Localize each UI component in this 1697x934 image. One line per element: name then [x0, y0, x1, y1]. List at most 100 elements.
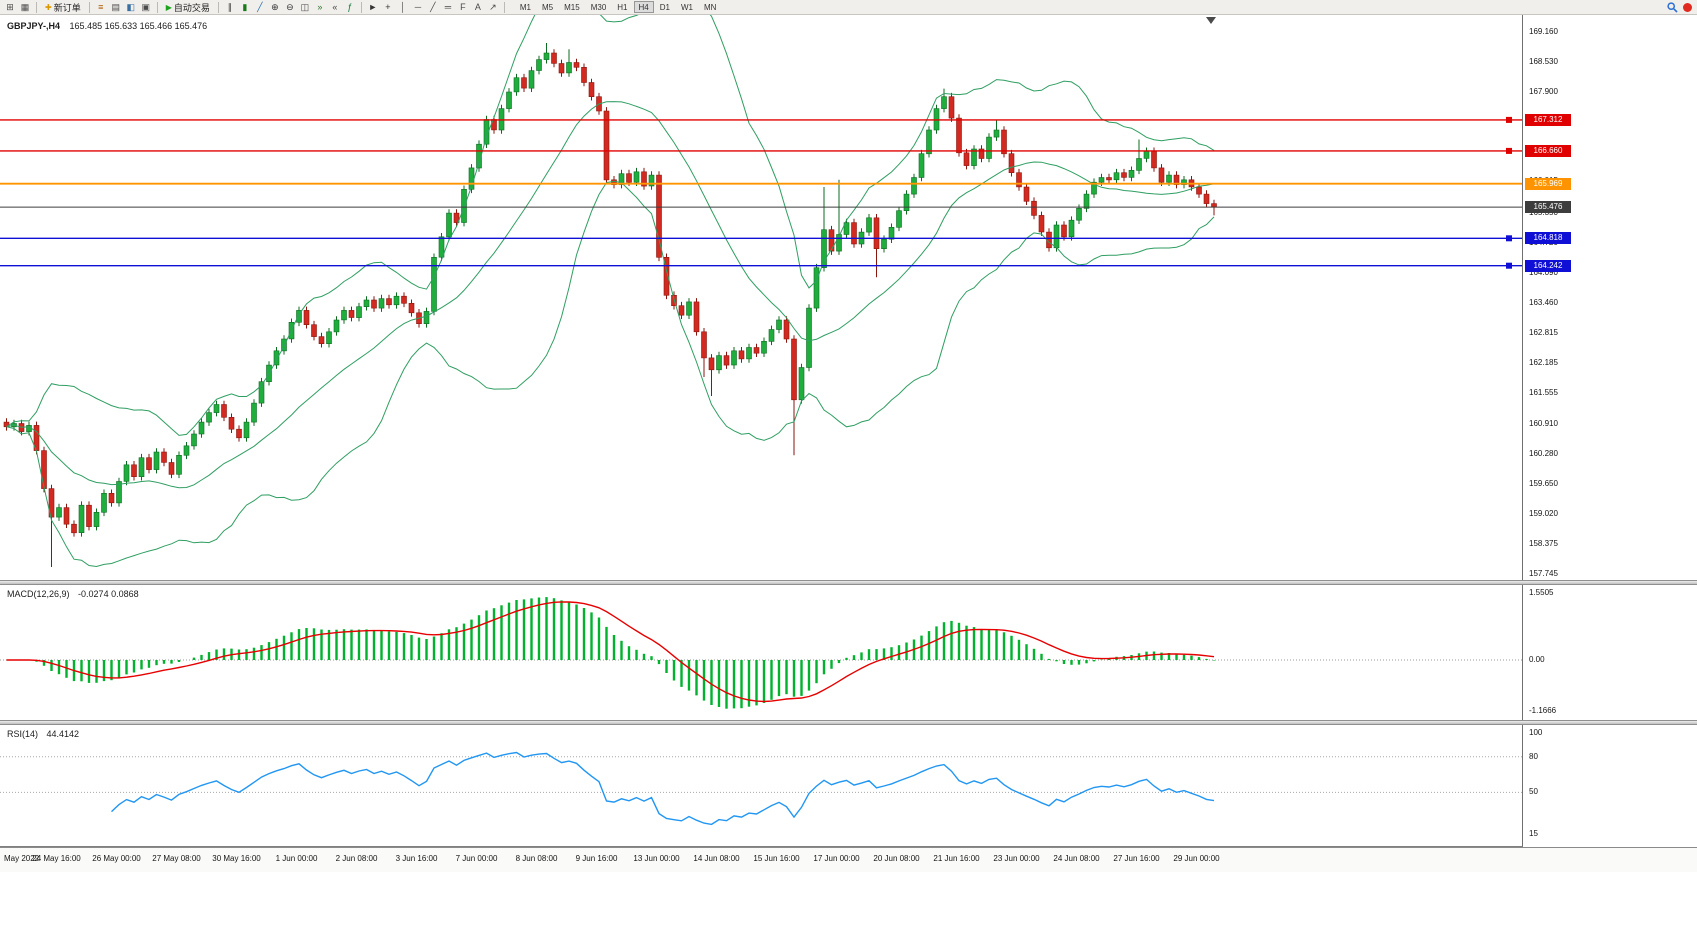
time-label: 26 May 00:00: [92, 854, 141, 863]
timeframe-mn-button[interactable]: MN: [703, 3, 717, 12]
terminal-icon[interactable]: ▣: [141, 1, 150, 12]
alert-icon[interactable]: [1683, 2, 1692, 12]
vertical-line-icon[interactable]: │: [400, 1, 406, 12]
profiles-icon[interactable]: ▦: [20, 1, 30, 12]
macd-panel[interactable]: MACD(12,26,9) -0.0274 0.0868: [0, 585, 1523, 720]
rsi-axis-tick: 100: [1529, 728, 1543, 737]
rsi-panel[interactable]: RSI(14) 44.4142: [0, 725, 1523, 847]
price-line-badge[interactable]: 165.969: [1525, 178, 1571, 190]
indicators-icon[interactable]: ƒ: [347, 1, 353, 12]
chart-shift-icon[interactable]: «: [332, 1, 338, 12]
candlestick-chart-svg[interactable]: [0, 15, 1522, 580]
timeframe-m5-button[interactable]: M5: [542, 3, 554, 12]
price-line-badge[interactable]: 166.660: [1525, 145, 1571, 157]
timeframe-m1-button[interactable]: M1: [519, 3, 532, 12]
timeframe-h4-button[interactable]: H4: [633, 1, 654, 13]
autotrading-label: 自动交易: [173, 2, 210, 13]
time-label: 1 Jun 00:00: [275, 854, 318, 863]
timeframe-w1-button[interactable]: W1: [680, 3, 693, 12]
toolbar-separator: [88, 1, 90, 13]
autotrading-button[interactable]: ▶ 自动交易: [162, 1, 214, 14]
bar-chart-icon[interactable]: ∥: [227, 1, 233, 12]
price-tick: 160.910: [1529, 419, 1558, 428]
time-label: 3 Jun 16:00: [395, 854, 438, 863]
rsi-label: RSI(14) 44.4142: [7, 729, 79, 739]
tile-windows-icon[interactable]: ◫: [300, 1, 310, 12]
toolbar-separator: [217, 1, 219, 13]
rsi-axis-tick: 15: [1529, 829, 1538, 838]
fibonacci-icon[interactable]: F: [460, 1, 466, 12]
price-line-badge[interactable]: 164.242: [1525, 260, 1571, 272]
toolbar-separator: [36, 1, 37, 13]
price-line-badge[interactable]: 167.312: [1525, 114, 1571, 126]
rsi-chart-svg[interactable]: [0, 725, 1522, 847]
price-tick: 157.745: [1529, 569, 1558, 578]
time-label: 13 Jun 00:00: [633, 854, 680, 863]
toolbar-separator: [503, 1, 505, 13]
rsi-axis-tick: 50: [1529, 787, 1538, 796]
cursor-icon[interactable]: ►: [368, 1, 378, 12]
candlestick-chart-icon[interactable]: ▮: [242, 1, 248, 12]
time-label: 17 Jun 00:00: [813, 854, 860, 863]
time-label: 27 May 08:00: [152, 854, 201, 863]
macd-current-values: -0.0274 0.0868: [78, 589, 139, 599]
zoom-out-icon[interactable]: ⊖: [286, 1, 294, 12]
toolbar-right-group: [1665, 1, 1694, 14]
price-tick: 160.280: [1529, 449, 1558, 458]
price-chart-panel[interactable]: GBPJPY-,H4 165.485 165.633 165.466 165.4…: [0, 15, 1523, 580]
zoom-in-icon[interactable]: ⊕: [271, 1, 279, 12]
panel-splitter[interactable]: [0, 720, 1697, 725]
new-order-label: 新订单: [53, 2, 81, 13]
arrow-tool-icon[interactable]: ↗: [489, 1, 497, 12]
new-order-button[interactable]: ✚ 新订单: [41, 1, 85, 14]
timeframe-buttons: M1 M5 M15 M30 H1 H4 D1 W1 MN: [515, 1, 722, 13]
time-label: 23 Jun 00:00: [993, 854, 1040, 863]
price-line-badge[interactable]: 164.818: [1525, 232, 1571, 244]
price-tick: 167.900: [1529, 87, 1558, 96]
market-watch-icon[interactable]: ≡: [98, 1, 104, 12]
time-label: 14 Jun 08:00: [693, 854, 740, 863]
toolbar: ⊞ ▦ ✚ 新订单 ≡ ▤ ◧ ▣ ▶ 自动交易 ∥ ▮ ╱ ⊕ ⊖ ◫» «ƒ ► + │ ─ ╱ ═ F A ↗…: [0, 0, 1697, 15]
rsi-axis-tick: 80: [1529, 752, 1538, 761]
timeframe-h1-button[interactable]: H1: [617, 3, 628, 12]
price-tick: 158.375: [1529, 539, 1558, 548]
time-label: 2 Jun 08:00: [335, 854, 378, 863]
macd-axis-tick: 1.5505: [1529, 588, 1554, 597]
time-label: 9 Jun 16:00: [575, 854, 618, 863]
price-axis[interactable]: 169.160168.530167.900167.270166.645166.0…: [1524, 0, 1697, 934]
autotrading-icon: ▶: [165, 2, 172, 12]
search-icon[interactable]: [1665, 1, 1679, 14]
macd-chart-svg[interactable]: [0, 585, 1522, 720]
time-label: 24 Jun 08:00: [1053, 854, 1100, 863]
panel-splitter[interactable]: [0, 580, 1697, 585]
auto-scroll-icon[interactable]: »: [317, 1, 323, 12]
time-label: 29 Jun 00:00: [1173, 854, 1220, 863]
data-window-icon[interactable]: ▤: [111, 1, 120, 12]
rsi-current-value: 44.4142: [46, 729, 80, 739]
crosshair-icon[interactable]: +: [385, 1, 391, 12]
macd-indicator-name: MACD(12,26,9): [7, 589, 70, 599]
time-label: 27 Jun 16:00: [1113, 854, 1160, 863]
current-price-badge[interactable]: 165.476: [1525, 201, 1571, 213]
timeframe-m30-button[interactable]: M30: [590, 3, 607, 12]
toolbar-file-group: ⊞ ▦: [3, 1, 32, 14]
price-tick: 162.815: [1529, 328, 1558, 337]
price-tick: 168.530: [1529, 57, 1558, 66]
timeframe-d1-button[interactable]: D1: [659, 3, 670, 12]
time-axis[interactable]: May 2022 24 May 16:00 26 May 00:00 27 May 0…: [0, 847, 1697, 872]
timeframe-m15-button[interactable]: M15: [564, 3, 580, 12]
toolbar-line-studies-group: ► + │ ─ ╱ ═ F A ↗: [366, 1, 500, 14]
trendline-icon[interactable]: ╱: [430, 1, 436, 12]
time-label: 8 Jun 08:00: [515, 854, 558, 863]
price-tick: 163.460: [1529, 298, 1558, 307]
text-icon[interactable]: A: [474, 1, 481, 12]
new-chart-icon[interactable]: ⊞: [6, 1, 14, 12]
horizontal-line-icon[interactable]: ─: [414, 1, 422, 12]
price-tick: 162.185: [1529, 358, 1558, 367]
channel-icon[interactable]: ═: [444, 1, 452, 12]
navigator-icon[interactable]: ◧: [126, 1, 135, 12]
time-label: 30 May 16:00: [212, 854, 261, 863]
macd-axis-tick: -1.1666: [1529, 706, 1557, 715]
line-chart-icon[interactable]: ╱: [257, 1, 263, 12]
macd-axis-tick: 0.00: [1529, 655, 1545, 664]
